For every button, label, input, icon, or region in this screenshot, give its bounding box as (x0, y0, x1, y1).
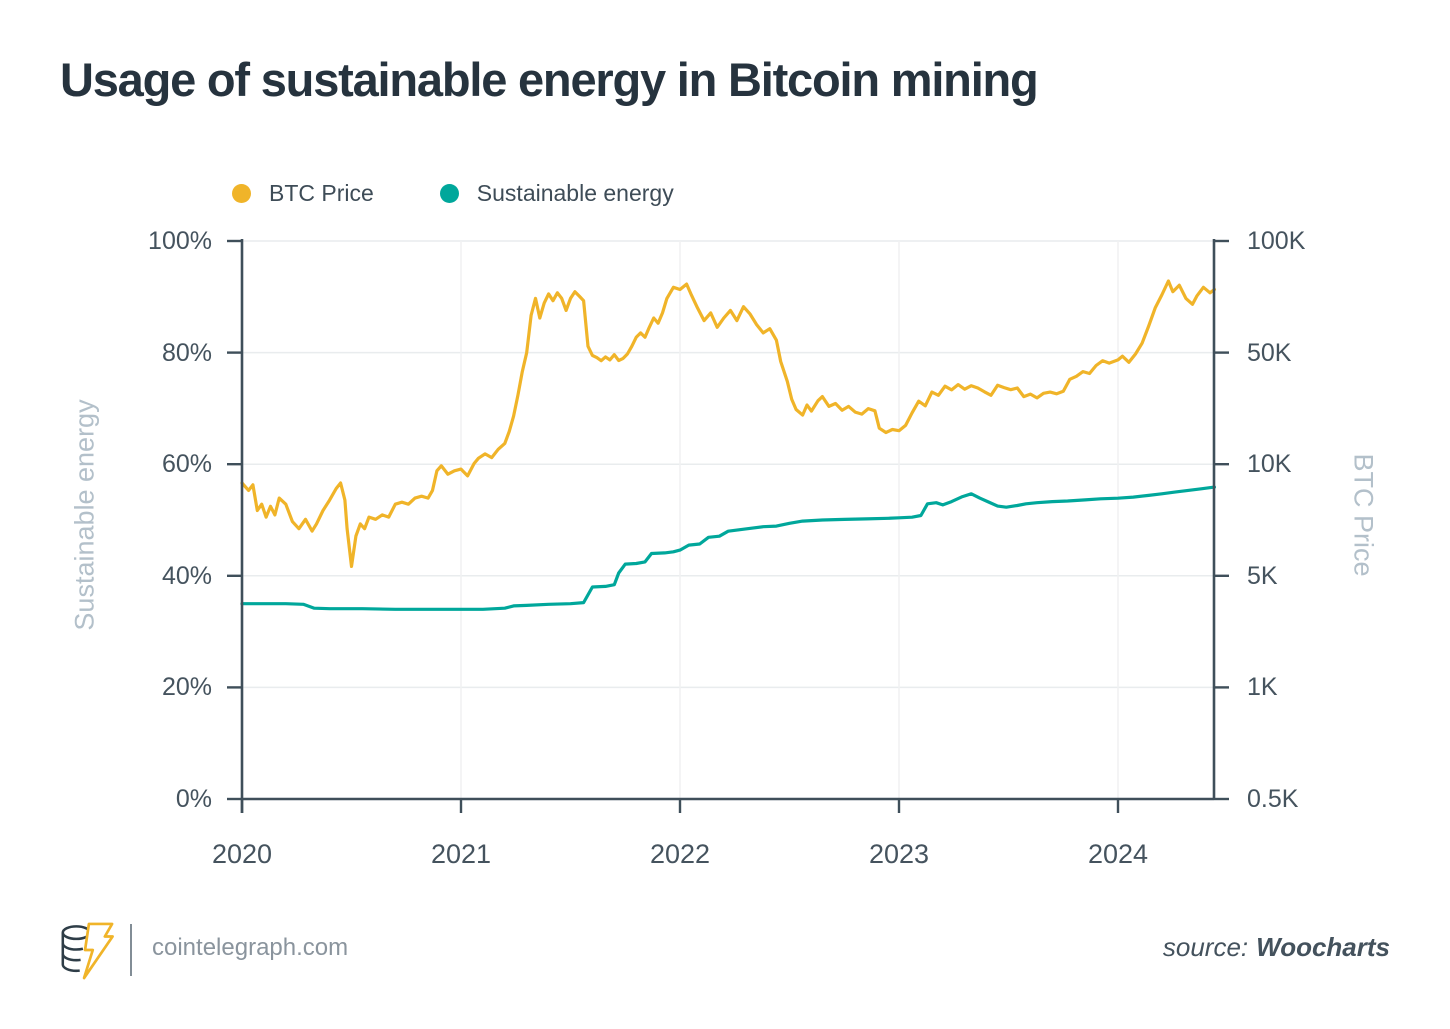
left-axis-tick-label: 80% (161, 338, 212, 367)
btc-price-legend-dot-icon (232, 184, 251, 203)
legend-item-btc-price: BTC Price (232, 180, 374, 207)
legend-label-btc-price: BTC Price (269, 180, 374, 206)
left-axis-tick-label: 60% (161, 450, 212, 479)
right-axis-tick-label: 5K (1247, 561, 1278, 590)
left-axis-tick-label: 100% (148, 227, 212, 255)
chart-legend: BTC Price Sustainable energy (232, 180, 674, 207)
source-name: Woocharts (1256, 932, 1390, 962)
btc-price-line (240, 279, 1217, 569)
legend-item-sustainable-energy: Sustainable energy (439, 180, 674, 207)
x-axis-tick-label: 2022 (649, 839, 711, 869)
right-axis-tick-label: 100K (1247, 227, 1306, 255)
lightning-bolt-icon (82, 922, 114, 980)
page-title: Usage of sustainable energy in Bitcoin m… (60, 53, 1039, 106)
left-axis-tick-label: 0% (175, 785, 212, 813)
legend-label-sustainable-energy: Sustainable energy (476, 180, 674, 206)
left-axis-title: Sustainable energy (69, 399, 100, 631)
sustainable-energy-legend-dot-icon (439, 184, 459, 203)
right-axis-tick-label: 1K (1247, 673, 1278, 702)
right-axis-tick-label: 10K (1247, 450, 1292, 479)
source-attribution: source: Woocharts (1163, 932, 1390, 963)
left-axis-tick-label: 40% (161, 561, 212, 590)
footer-divider (130, 924, 132, 976)
source-prefix: source: (1162, 932, 1249, 962)
brand-site-text: cointelegraph.com (152, 934, 349, 961)
x-axis-tick-label: 2024 (1087, 839, 1149, 869)
footer: cointelegraph.com source: Woocharts (0, 910, 1450, 1000)
x-axis-tick-label: 2021 (430, 839, 492, 869)
right-axis-tick-label: 50K (1247, 338, 1292, 367)
left-axis-tick-label: 20% (161, 673, 212, 702)
cointelegraph-logo-icon (61, 922, 114, 980)
right-axis-tick-label: 0.5K (1247, 785, 1299, 813)
x-axis-tick-label: 2020 (211, 839, 273, 869)
sustainable-energy-line (240, 485, 1217, 611)
x-axis-tick-label: 2023 (868, 839, 930, 869)
